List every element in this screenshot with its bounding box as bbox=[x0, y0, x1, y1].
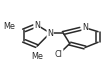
Text: Me: Me bbox=[3, 22, 15, 31]
Text: N: N bbox=[34, 21, 40, 30]
Text: N: N bbox=[47, 29, 53, 37]
Text: Me: Me bbox=[31, 52, 43, 61]
Text: N: N bbox=[82, 23, 88, 32]
Text: Cl: Cl bbox=[55, 50, 63, 59]
